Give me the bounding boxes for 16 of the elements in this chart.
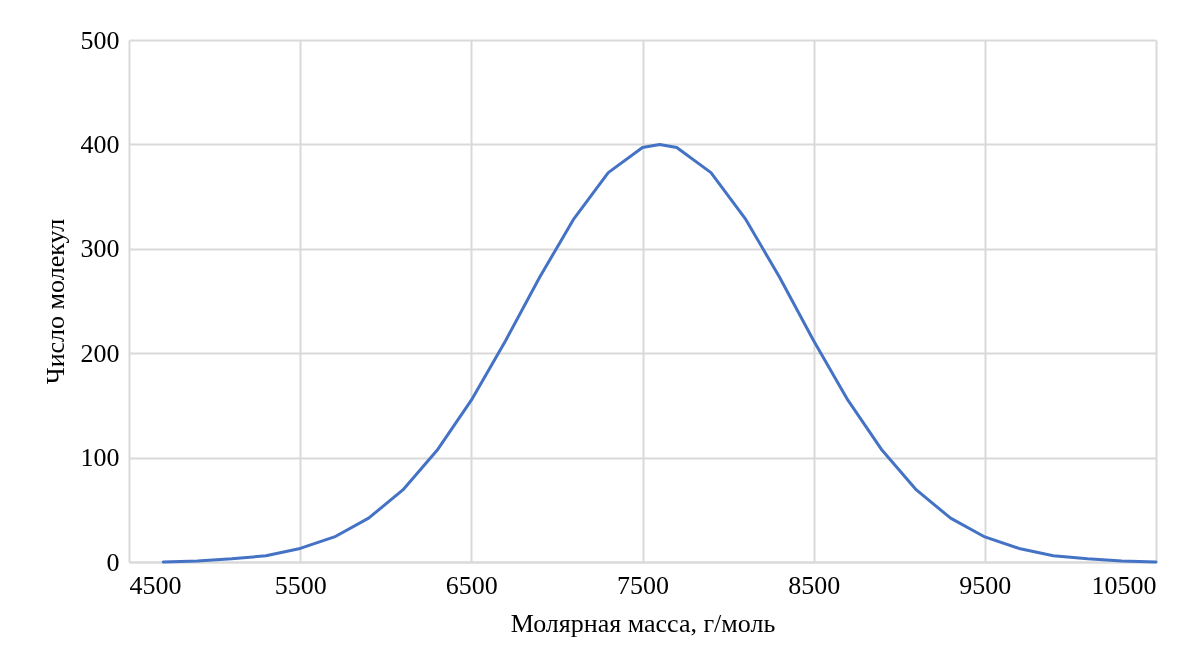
line-series <box>161 142 1158 564</box>
y-tick-label: 500 <box>80 25 120 55</box>
x-tick-label: 7500 <box>617 570 669 600</box>
y-tick-label: 300 <box>80 234 120 264</box>
x-tick-label: 6500 <box>445 570 498 600</box>
y-tick-label: 200 <box>80 338 120 368</box>
y-tick-label: 0 <box>106 547 120 577</box>
y-axis-title: Число молекул <box>40 218 70 385</box>
x-tick-label: 8500 <box>788 570 841 600</box>
x-tick-label: 5500 <box>274 570 327 600</box>
y-tick-label: 400 <box>80 129 120 159</box>
x-tick-label: 4500 <box>129 570 182 600</box>
x-tick-label: 9500 <box>959 570 1012 600</box>
x-axis-title: Молярная масса, г/моль <box>510 608 776 638</box>
y-tick-label: 100 <box>80 443 120 473</box>
x-tick-label: 10500 <box>1091 570 1157 600</box>
